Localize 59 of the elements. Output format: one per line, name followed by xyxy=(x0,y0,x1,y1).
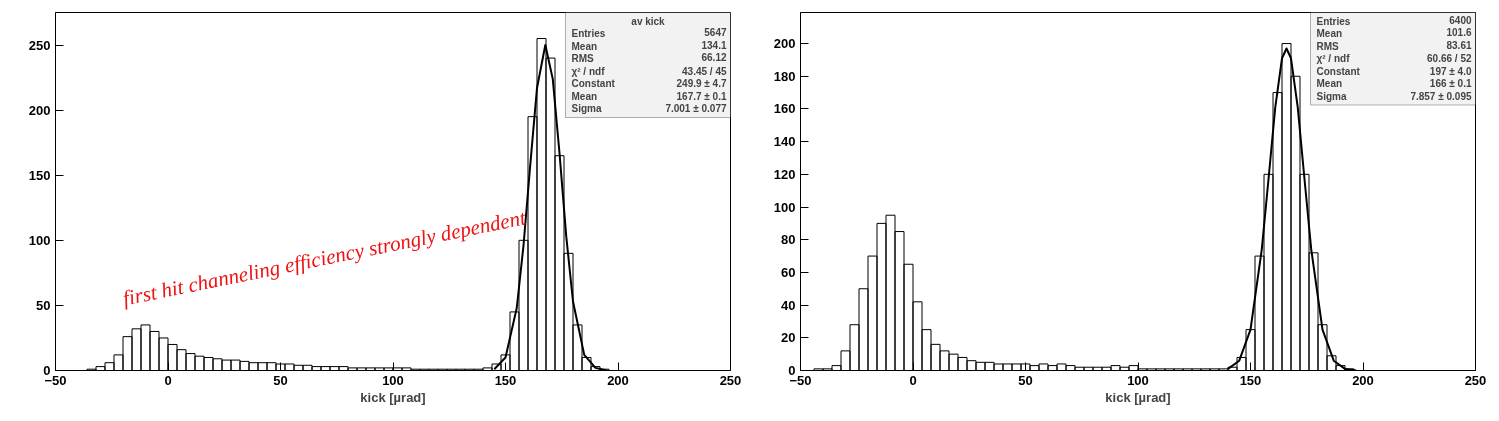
y-tick-label: 250 xyxy=(28,37,51,53)
annotation: 167.7 ± 0.1 xyxy=(676,90,727,102)
annotation: 197 ± 4.0 xyxy=(1429,65,1472,77)
y-tick-label: 180 xyxy=(773,68,796,84)
annotation: Mean xyxy=(1316,28,1343,39)
x-tick-label: 200 xyxy=(1352,372,1374,388)
x-axis-title: kick [µrad] xyxy=(1105,389,1171,405)
annotation: RMS xyxy=(571,53,595,64)
annotation: Constant xyxy=(1316,65,1361,77)
annotation: 83.61 xyxy=(1446,39,1472,51)
x-tick-label: 100 xyxy=(382,372,404,388)
x-tick-label: 150 xyxy=(494,372,517,388)
annotation: Mean xyxy=(1316,78,1343,89)
annotation: 249.9 ± 4.7 xyxy=(676,78,727,89)
annotation: 6400 xyxy=(1449,14,1472,26)
annotation: χ² / ndf xyxy=(1316,53,1351,64)
annotation: Entries xyxy=(1316,15,1351,27)
annotation: Mean xyxy=(571,40,598,52)
y-tick-label: 60 xyxy=(781,264,796,280)
annotation: 7.857 ± 0.095 xyxy=(1410,90,1472,102)
x-tick-label: 250 xyxy=(1464,372,1487,388)
x-tick-label: 150 xyxy=(1239,372,1262,388)
x-tick-label: 250 xyxy=(719,372,742,388)
y-tick-label: 80 xyxy=(781,232,796,248)
y-tick-label: 200 xyxy=(773,36,796,52)
annotation: RMS xyxy=(1316,40,1340,52)
y-tick-label: 150 xyxy=(28,167,51,183)
annotation: 134.1 xyxy=(701,39,727,51)
x-tick-label: 200 xyxy=(607,372,629,388)
x-tick-label: 0 xyxy=(909,372,917,388)
annotation: Entries xyxy=(571,28,606,39)
x-tick-label: 100 xyxy=(1127,372,1149,388)
y-tick-label: 50 xyxy=(36,297,51,313)
annotation: Sigma xyxy=(571,103,602,114)
annotation: χ² / ndf xyxy=(571,65,606,77)
y-tick-label: 100 xyxy=(28,232,51,248)
y-tick-label: 140 xyxy=(773,134,796,150)
annotation: 60.66 / 52 xyxy=(1427,53,1472,64)
y-tick-label: 20 xyxy=(781,330,796,346)
annotation: 5647 xyxy=(704,27,727,38)
x-axis-title: kick [µrad] xyxy=(360,389,426,405)
y-tick-label: 200 xyxy=(28,102,51,118)
annotation: 7.001 ± 0.077 xyxy=(665,103,727,114)
y-tick-label: 120 xyxy=(773,166,796,182)
annotation: 101.6 xyxy=(1446,27,1472,38)
annotation: 43.45 / 45 xyxy=(682,65,727,77)
annotation: Mean xyxy=(571,90,598,102)
x-tick-label: 0 xyxy=(164,372,172,388)
y-tick-label: 40 xyxy=(781,297,796,313)
y-tick-label: 160 xyxy=(773,101,796,117)
annotation: 66.12 xyxy=(701,52,727,63)
annotation: first hit channeling efficiency strongly dependent xyxy=(120,205,529,311)
chart-title: av kick xyxy=(631,15,666,27)
annotation: 166 ± 0.1 xyxy=(1429,78,1472,89)
x-tick-label: 50 xyxy=(273,372,288,388)
annotation: Sigma xyxy=(1316,90,1347,102)
x-tick-label: 50 xyxy=(1018,372,1033,388)
y-tick-label: 100 xyxy=(773,199,796,215)
annotation: Constant xyxy=(571,78,616,89)
